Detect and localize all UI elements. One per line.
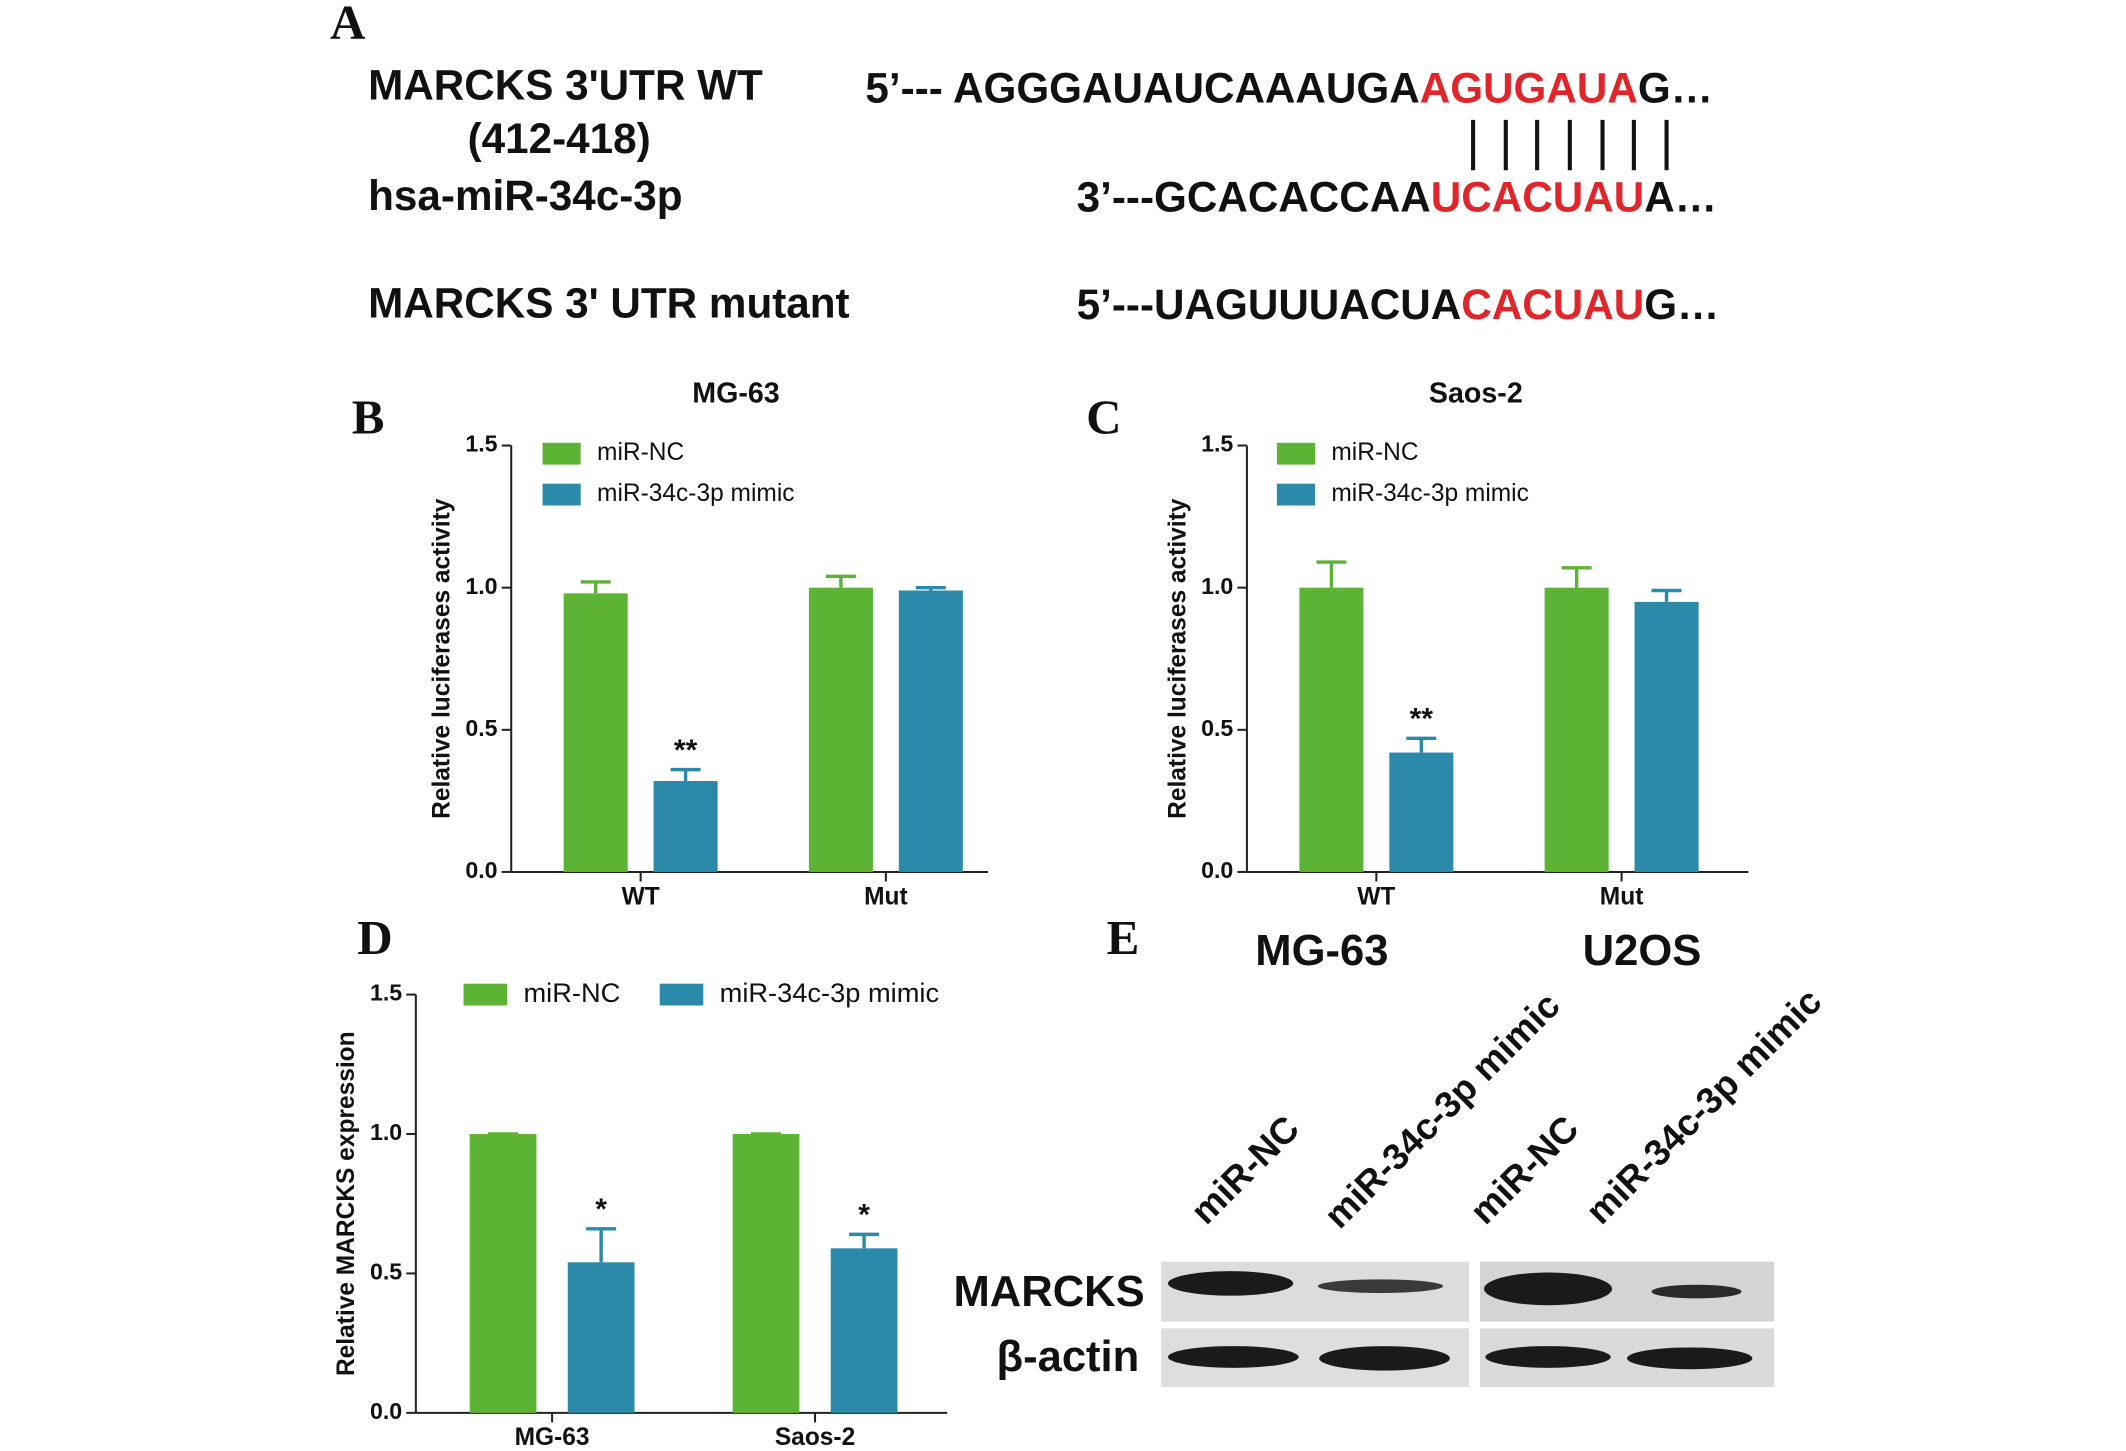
bar [469, 1134, 537, 1413]
panel-label: A [330, 0, 366, 49]
bar-chart: C Saos-2 Relative luciferases activity 0.0 0… [1086, 378, 1749, 910]
legend-swatch [659, 983, 704, 1006]
bar [1634, 601, 1699, 872]
panel-label: D [357, 910, 392, 965]
sequence-part: 3’---GCACACCAA [1077, 173, 1431, 220]
error-bar [1561, 566, 1592, 588]
wt-sequence: 5’--- AGGGAUAUCAAAUGAAGUGAUAG… [865, 64, 1712, 111]
significance-mark: ** [674, 734, 698, 767]
error-bar [849, 1232, 880, 1249]
error-bar [586, 1227, 617, 1263]
bar [1389, 752, 1454, 872]
error-bar [580, 580, 611, 594]
x-tick-label: Mut [1600, 883, 1644, 910]
protein-label: MARCKS [953, 1268, 1144, 1316]
cell-line: U2OS [1583, 927, 1702, 975]
cell-line: MG-63 [1255, 927, 1388, 975]
bar [830, 1248, 898, 1413]
legend-swatch [463, 983, 508, 1006]
y-tick-label: 0.5 [370, 1259, 402, 1285]
bar [808, 587, 873, 872]
panel-label: B [352, 390, 385, 445]
legend-swatch [1276, 442, 1316, 465]
lane-label: miR-34c-3p mimic [1578, 980, 1829, 1231]
significance-mark: * [595, 1193, 607, 1226]
mirna-sequence: 3’---GCACACCAAUCACUAUA… [1077, 173, 1717, 220]
y-tick-label: 1.0 [370, 1119, 402, 1145]
x-tick-label: WT [1357, 883, 1395, 910]
blot [1161, 1261, 1775, 1387]
protein-label: β-actin [996, 1333, 1139, 1381]
error-bar [1406, 736, 1437, 753]
panel-label: C [1086, 390, 1121, 445]
y-tick-label: 0.0 [465, 857, 497, 883]
sequence-part: G… [1644, 281, 1719, 328]
y-axis-label: Relative luciferases activity [429, 498, 456, 819]
legend-label: miR-NC [597, 439, 684, 466]
y-tick-label: 0.5 [465, 715, 497, 741]
x-tick-label: Saos-2 [775, 1424, 855, 1451]
y-tick-label: 0.5 [1201, 715, 1233, 741]
y-tick-label: 0.0 [1201, 857, 1233, 883]
seed-part: CACUAU [1461, 281, 1644, 328]
panel-label: E [1107, 910, 1140, 965]
mutant-sequence: 5’---UAGUUUACUACACUAUG… [1077, 281, 1720, 328]
significance-mark: ** [1410, 703, 1434, 736]
bar [898, 590, 963, 872]
seed-part: AGUGAUA [1420, 64, 1638, 111]
chart-title: MG-63 [692, 378, 779, 410]
x-tick-label: Mut [864, 883, 908, 910]
bar-chart: D Relative MARCKS expression 0.0 0.5 1.0 1.5 M… [333, 910, 948, 1451]
bar [653, 780, 718, 872]
error-bar [915, 585, 946, 591]
legend-swatch [1276, 483, 1316, 506]
lane-label: miR-NC [1183, 1108, 1307, 1232]
error-bar [1316, 560, 1347, 588]
x-tick-label: MG-63 [515, 1424, 590, 1451]
legend-label: miR-34c-3p mimic [597, 480, 795, 507]
bar-chart: B MG-63 Relative luciferases activity 0.0 0.… [352, 378, 989, 910]
legend-label: miR-34c-3p mimic [1331, 480, 1529, 507]
wt-name: MARCKS 3'UTR WT [368, 62, 763, 109]
y-axis-label: Relative MARCKS expression [333, 1031, 360, 1376]
mirna-name: hsa-miR-34c-3p [368, 172, 682, 219]
error-bar [670, 767, 701, 781]
legend-label: miR-NC [1331, 439, 1418, 466]
bar [563, 593, 628, 872]
sequence-part: 5’--- AGGGAUAUCAAAUGA [865, 64, 1419, 111]
significance-mark: * [858, 1199, 870, 1232]
wt-position: (412-418) [468, 115, 651, 162]
chart-title: Saos-2 [1429, 378, 1523, 410]
y-tick-label: 0.0 [370, 1398, 402, 1424]
y-axis-label: Relative luciferases activity [1164, 498, 1191, 819]
y-tick-label: 1.0 [465, 573, 497, 599]
x-tick-label: WT [622, 883, 660, 910]
legend-label: miR-34c-3p mimic [720, 977, 939, 1008]
panel-a: A MARCKS 3'UTR WT (412-418) hsa-miR-34c-… [330, 0, 1719, 328]
error-bar [825, 574, 856, 588]
bar [1299, 587, 1364, 872]
mutant-name: MARCKS 3' UTR mutant [368, 280, 849, 327]
error-bar [1651, 588, 1682, 602]
sequence-part: G… [1638, 64, 1713, 111]
sequence-part: 5’---UAGUUUACUA [1077, 281, 1462, 328]
lane-label: miR-NC [1462, 1108, 1586, 1232]
bar [567, 1262, 635, 1413]
lane-label: miR-34c-3p mimic [1316, 985, 1567, 1236]
legend-swatch [542, 442, 581, 465]
pairing-lines [1471, 119, 1669, 171]
y-tick-label: 1.5 [1201, 431, 1233, 457]
y-tick-label: 1.5 [370, 980, 402, 1006]
sequence-part: A… [1644, 173, 1717, 220]
seed-part: UCACUAU [1431, 173, 1644, 220]
y-tick-label: 1.5 [465, 431, 497, 457]
y-tick-label: 1.0 [1201, 573, 1233, 599]
panel-e: E MG-63 U2OS miR-NC miR-34c-3p mimic miR… [953, 910, 1829, 1387]
bar [732, 1134, 800, 1413]
legend-swatch [542, 483, 581, 506]
legend-label: miR-NC [523, 977, 620, 1008]
bar [1544, 587, 1609, 872]
